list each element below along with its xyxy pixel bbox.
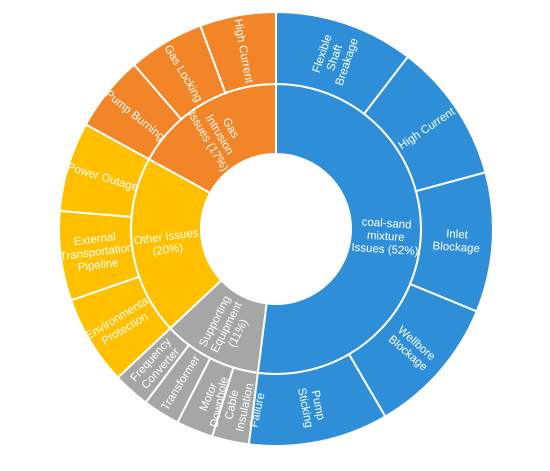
segments-group bbox=[58, 10, 494, 447]
outer-label-2-inlet-blockage: InletBlockage bbox=[432, 227, 481, 255]
outer-label-10-external-transportation-pipeline: ExternalTransportationPipeline bbox=[58, 229, 136, 276]
inner-label-coal-sand-mixture-issues-52: coal-sandmixtureIssues (52%) bbox=[351, 216, 421, 258]
outer-segment-14-high-current bbox=[199, 10, 277, 95]
